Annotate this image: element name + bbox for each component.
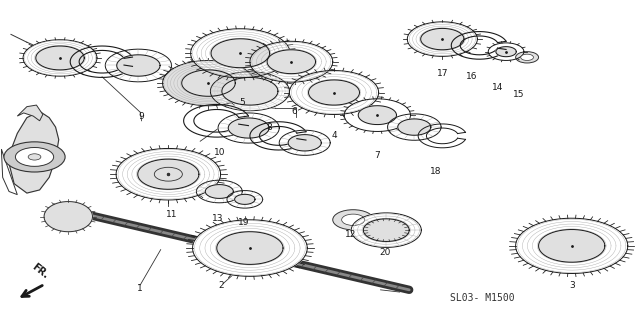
Text: 4: 4 <box>332 131 337 140</box>
Circle shape <box>342 214 365 225</box>
Polygon shape <box>211 39 269 68</box>
Polygon shape <box>196 180 243 203</box>
Text: 9: 9 <box>139 112 145 120</box>
Polygon shape <box>516 218 628 274</box>
Text: 12: 12 <box>345 230 356 239</box>
Text: SL03- M1500: SL03- M1500 <box>450 293 515 303</box>
Polygon shape <box>163 61 254 106</box>
Text: 18: 18 <box>430 167 442 176</box>
Polygon shape <box>218 113 279 143</box>
Text: 17: 17 <box>436 69 448 78</box>
Circle shape <box>15 147 54 166</box>
Circle shape <box>28 154 41 160</box>
Circle shape <box>333 210 374 230</box>
Polygon shape <box>138 159 199 189</box>
Polygon shape <box>289 70 379 114</box>
Polygon shape <box>407 22 477 56</box>
Polygon shape <box>288 135 321 151</box>
Text: 11: 11 <box>166 210 178 219</box>
Polygon shape <box>358 106 396 125</box>
Text: 15: 15 <box>513 90 525 99</box>
Polygon shape <box>211 72 289 111</box>
Polygon shape <box>308 80 360 105</box>
Polygon shape <box>8 111 59 193</box>
Polygon shape <box>116 148 221 200</box>
Polygon shape <box>250 41 333 82</box>
Polygon shape <box>539 230 605 262</box>
Polygon shape <box>388 114 441 140</box>
Text: 5: 5 <box>239 98 245 107</box>
Polygon shape <box>227 191 262 208</box>
Polygon shape <box>36 46 84 70</box>
Polygon shape <box>105 49 172 82</box>
Polygon shape <box>222 77 278 105</box>
Text: 14: 14 <box>492 83 503 92</box>
Text: 8: 8 <box>266 123 272 132</box>
Text: 2: 2 <box>218 281 224 290</box>
Polygon shape <box>228 118 269 138</box>
Polygon shape <box>420 29 464 50</box>
Polygon shape <box>116 55 160 76</box>
Circle shape <box>154 167 182 181</box>
Polygon shape <box>193 220 307 276</box>
Polygon shape <box>17 105 43 121</box>
Text: 7: 7 <box>374 151 380 160</box>
Polygon shape <box>267 50 316 74</box>
Polygon shape <box>488 43 524 61</box>
Text: 19: 19 <box>238 218 250 227</box>
Text: FR.: FR. <box>29 262 50 281</box>
Polygon shape <box>397 119 431 135</box>
Text: 13: 13 <box>212 214 224 223</box>
Polygon shape <box>23 40 97 76</box>
Polygon shape <box>364 219 409 242</box>
Polygon shape <box>205 184 234 198</box>
Text: 1: 1 <box>138 284 143 294</box>
Text: 6: 6 <box>292 107 298 116</box>
Polygon shape <box>351 213 421 248</box>
Polygon shape <box>496 47 516 57</box>
Text: 10: 10 <box>214 148 225 157</box>
Polygon shape <box>279 130 330 155</box>
Polygon shape <box>1 149 17 195</box>
Circle shape <box>516 52 539 63</box>
Polygon shape <box>191 29 290 78</box>
Polygon shape <box>44 202 93 232</box>
Circle shape <box>4 142 65 172</box>
Text: 16: 16 <box>466 72 477 81</box>
Text: 20: 20 <box>380 248 390 257</box>
Polygon shape <box>182 70 236 96</box>
Polygon shape <box>235 194 255 204</box>
Text: 3: 3 <box>569 281 575 290</box>
Polygon shape <box>344 99 410 132</box>
Polygon shape <box>217 232 283 264</box>
Circle shape <box>521 54 534 61</box>
